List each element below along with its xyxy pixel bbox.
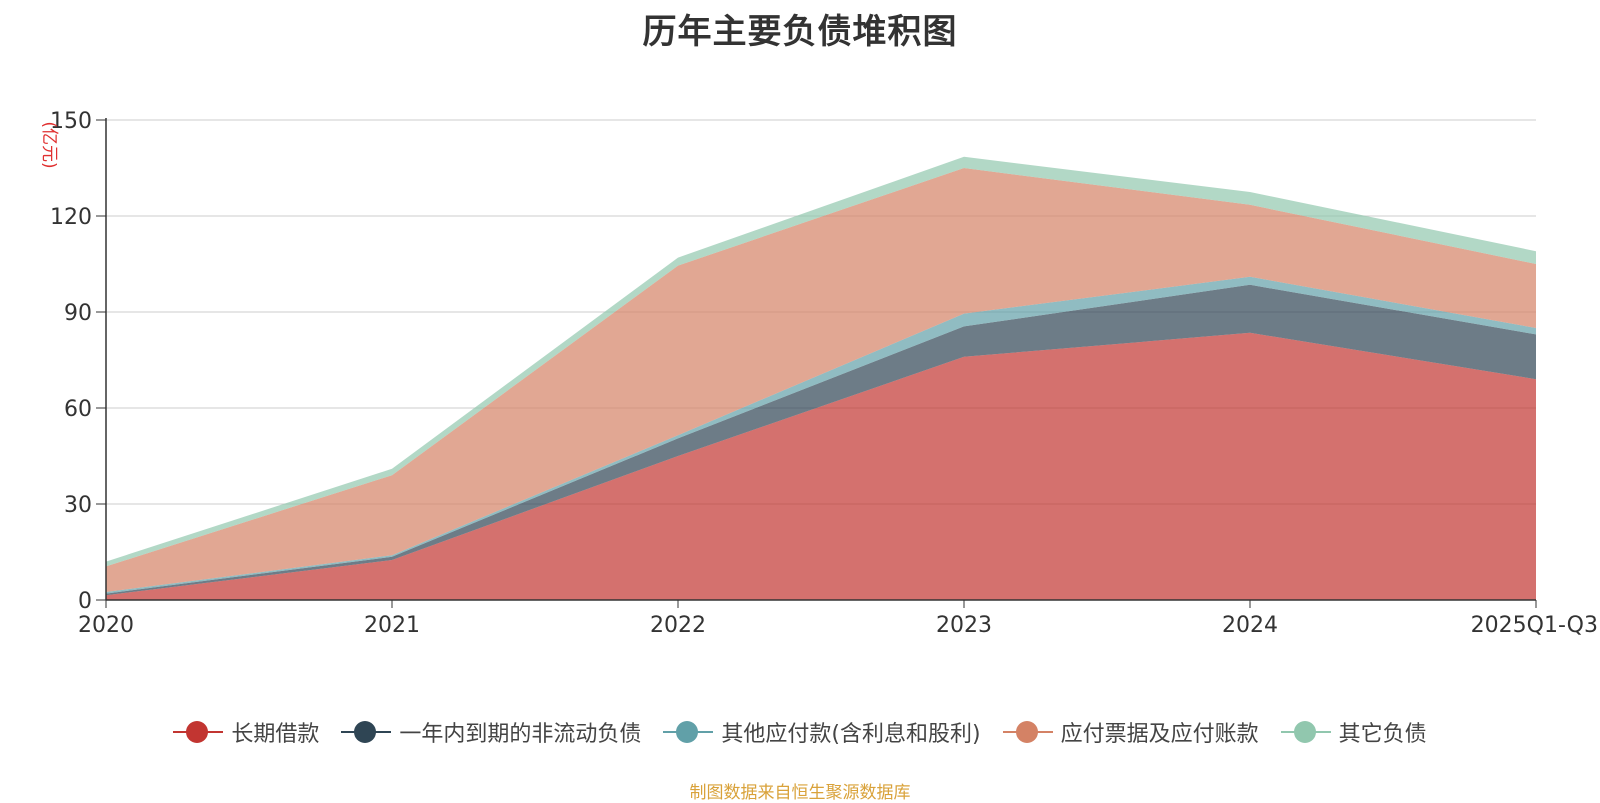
legend-marker-icon: [341, 720, 392, 744]
area-series-2: [106, 284, 1536, 596]
y-tick-label: 90: [64, 301, 92, 326]
legend-item-2[interactable]: 一年内到期的非流动负债: [341, 716, 641, 748]
area-series-3: [106, 276, 1536, 594]
legend-label: 其它负债: [1338, 722, 1427, 747]
legend-item-4[interactable]: 应付票据及应付账款: [1002, 716, 1259, 748]
x-tick-label: 2021: [364, 613, 420, 638]
legend: 长期借款 一年内到期的非流动负债 其他应付款(含利息和股利) 应付票据及应付账款 其它负…: [0, 716, 1600, 748]
x-tick-label: 2024: [1222, 613, 1278, 638]
y-tick-label: 60: [64, 397, 92, 422]
area-series-4: [106, 168, 1536, 592]
legend-marker-icon: [663, 720, 714, 744]
x-tick-label: 2023: [936, 613, 992, 638]
y-axis-unit-label: (亿元): [39, 121, 59, 168]
legend-item-3[interactable]: 其他应付款(含利息和股利): [663, 716, 981, 748]
area-series-1: [106, 332, 1536, 600]
y-tick-label: 120: [50, 205, 92, 230]
legend-item-5[interactable]: 其它负债: [1280, 716, 1427, 748]
y-tick-label: 0: [78, 589, 92, 614]
chart-title: 历年主要负债堆积图: [642, 12, 958, 52]
legend-label: 应付票据及应付账款: [1060, 722, 1259, 747]
legend-marker-icon: [173, 720, 224, 744]
legend-label: 其他应付款(含利息和股利): [721, 722, 981, 747]
area-layer: [106, 156, 1536, 600]
data-source-note: 制图数据来自恒生聚源数据库: [689, 783, 911, 803]
axis-layer: 0 30 60 90 120 150 2020 2021 2022 2023 2024 2025Q1-…: [50, 109, 1598, 638]
legend-marker-icon: [1002, 720, 1053, 744]
legend-item-1[interactable]: 长期借款: [173, 716, 319, 748]
legend-label: 一年内到期的非流动负债: [399, 722, 642, 747]
legend-marker-icon: [1280, 720, 1331, 744]
y-tick-label: 30: [64, 493, 92, 518]
legend-label: 长期借款: [231, 722, 320, 747]
y-tick-label: 150: [50, 109, 92, 134]
x-tick-label: 2022: [650, 613, 706, 638]
x-tick-label: 2020: [78, 613, 134, 638]
x-tick-label: 2025Q1-Q3: [1471, 613, 1598, 638]
